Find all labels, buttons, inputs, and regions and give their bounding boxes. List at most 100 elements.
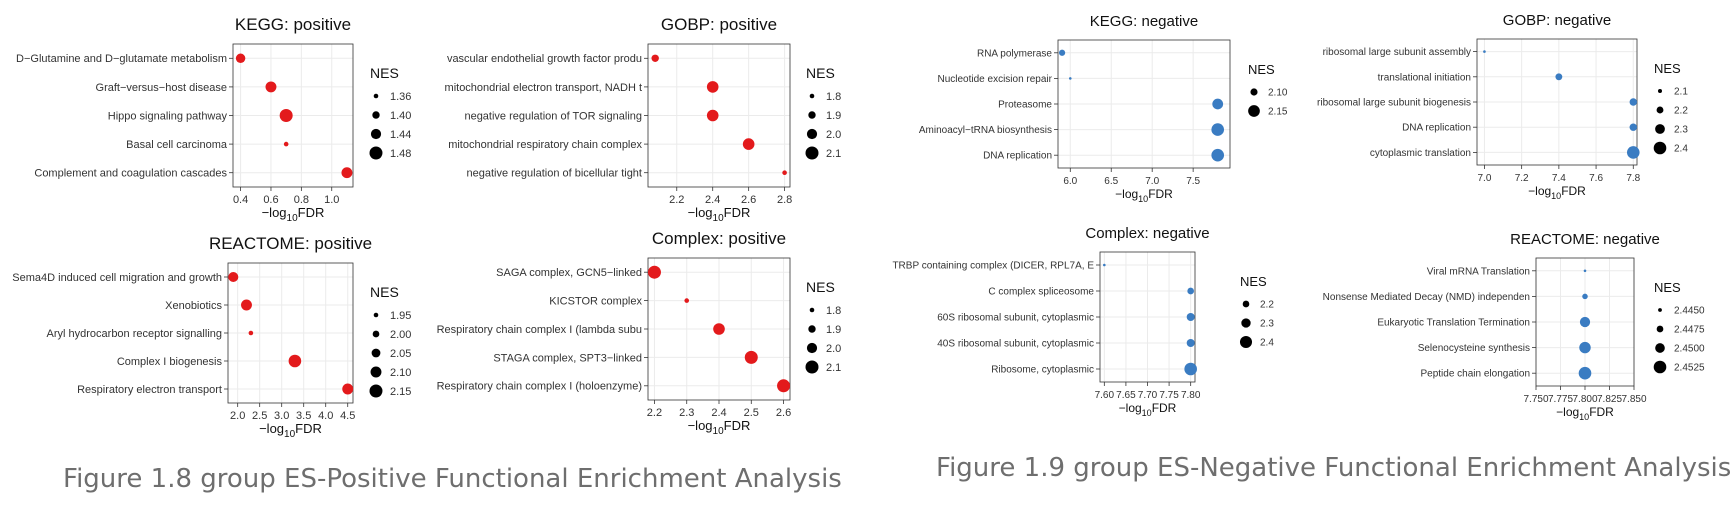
y-tick-label: TRBP containing complex (DICER, RPL7A, E — [892, 261, 1094, 272]
y-tick-label: mitochondrial respiratory chain complex — [448, 139, 642, 151]
x-tick-label: 7.0 — [1477, 173, 1491, 184]
x-axis-label-end: FDR — [1148, 187, 1173, 201]
x-axis-label-end: FDR — [1561, 184, 1586, 198]
panel-0: KEGG: positive D−Glutamine and D−glutamat… — [16, 15, 411, 224]
y-tick-label: Basal cell carcinoma — [126, 139, 228, 151]
x-axis-label-end: FDR — [724, 205, 751, 220]
y-tick-label: D−Glutamine and D−glutamate metabolism — [16, 53, 227, 65]
data-point — [1187, 287, 1195, 295]
x-axis-label-main: −log — [1528, 184, 1551, 198]
x-axis-label: −log10FDR — [688, 418, 751, 437]
x-axis-label-subscript: 10 — [1551, 191, 1561, 201]
y-tick-label: Nucleotide excision repair — [937, 74, 1052, 85]
data-point — [684, 298, 690, 303]
legend-label: 2.0 — [826, 129, 841, 141]
legend-label: 2.4500 — [1674, 344, 1705, 355]
data-point — [782, 170, 787, 175]
legend-title: NES — [1240, 274, 1267, 289]
y-tick-label: Peptide chain elongation — [1420, 369, 1530, 380]
chart-title: GOBP: positive — [661, 15, 777, 34]
x-tick-label: 2.2 — [669, 194, 684, 206]
x-axis-label-subscript: 10 — [287, 213, 299, 224]
legend-label: 2.4 — [1260, 338, 1274, 349]
data-point — [1058, 49, 1066, 56]
legend-title: NES — [1654, 280, 1681, 295]
y-tick-label: 40S ribosomal subunit, cytoplasmic — [937, 339, 1094, 350]
y-tick-label: Proteasome — [998, 100, 1052, 111]
legend-label: 1.40 — [390, 110, 411, 122]
y-tick-label: Ribosome, cytoplasmic — [991, 365, 1094, 376]
legend-symbol — [809, 93, 815, 99]
chart-title: REACTOME: negative — [1510, 231, 1660, 248]
y-tick-label: STAGA complex, SPT3−linked — [493, 352, 642, 364]
data-point — [1103, 263, 1106, 267]
y-tick-label: KICSTOR complex — [549, 295, 642, 307]
legend-symbol — [1239, 335, 1253, 349]
legend-symbol — [809, 307, 815, 313]
x-tick-label: 4.0 — [318, 410, 333, 422]
x-tick-label: 7.775 — [1548, 394, 1573, 405]
legend-label: 2.2 — [1260, 300, 1274, 311]
x-axis-label: −log10FDR — [1115, 187, 1173, 204]
x-tick-label: 7.750 — [1523, 394, 1548, 405]
y-tick-label: vascular endothelial growth factor produ — [447, 53, 642, 65]
y-tick-label: Aryl hydrocarbon receptor signalling — [47, 328, 222, 340]
legend-symbol — [369, 384, 383, 398]
y-tick-label: Complex I biogenesis — [117, 356, 223, 368]
x-axis-label-main: −log — [1119, 401, 1142, 415]
legend-label: 2.4 — [1674, 144, 1688, 155]
panel-3: Complex: positive SAGA complex, GCN5−link… — [437, 229, 842, 437]
x-axis-label-end: FDR — [1589, 405, 1614, 419]
legend-symbol — [372, 111, 380, 119]
legend-symbol — [805, 360, 819, 374]
x-tick-label: 7.4 — [1552, 173, 1566, 184]
legend-symbol — [372, 330, 380, 338]
x-axis-label-end: FDR — [1152, 401, 1177, 415]
x-tick-label: 0.6 — [263, 194, 278, 206]
x-axis-label: −log10FDR — [262, 205, 325, 224]
x-tick-label: 3.0 — [274, 410, 289, 422]
data-point — [341, 167, 353, 179]
y-tick-label: Respiratory chain complex I (lambda subu — [437, 324, 642, 336]
x-axis-label: −log10FDR — [1528, 184, 1586, 201]
x-axis-label-end: FDR — [295, 421, 322, 436]
x-axis-label-main: −log — [259, 421, 284, 436]
legend-symbol — [370, 366, 382, 378]
legend-symbol — [1653, 141, 1667, 155]
panel-5: GOBP: negative ribosomal large subunit as… — [1317, 12, 1688, 201]
legend-title: NES — [806, 279, 835, 295]
legend-symbol — [1653, 360, 1667, 374]
chart-title: GOBP: negative — [1503, 12, 1611, 29]
x-axis-label: −log10FDR — [688, 205, 751, 224]
legend-symbol — [369, 146, 383, 160]
data-point — [1211, 148, 1225, 162]
x-tick-label: 2.8 — [777, 194, 792, 206]
legend-symbol — [1655, 124, 1665, 134]
data-point — [1579, 341, 1591, 354]
caption-negative: Figure 1.9 group ES-Negative Functional … — [936, 453, 1732, 483]
legend-symbol — [806, 342, 818, 354]
x-axis-label-subscript: 10 — [713, 213, 725, 224]
x-axis-label: −log10FDR — [1119, 401, 1177, 418]
data-point — [1626, 146, 1640, 159]
chart-title: KEGG: negative — [1090, 13, 1198, 30]
x-tick-label: 2.4 — [705, 194, 720, 206]
legend-symbol — [373, 312, 379, 318]
data-point — [248, 330, 254, 336]
y-tick-label: Aminoacyl−tRNA biosynthesis — [919, 125, 1052, 136]
data-point — [1629, 98, 1638, 106]
x-tick-label: 7.6 — [1589, 173, 1603, 184]
data-point — [235, 53, 246, 64]
data-point — [1629, 123, 1638, 131]
x-axis-label-end: FDR — [724, 418, 751, 433]
y-tick-label: Graft−versus−host disease — [96, 82, 227, 94]
x-tick-label: 2.4 — [711, 407, 726, 419]
x-tick-label: 7.2 — [1515, 173, 1529, 184]
x-tick-label: 2.5 — [744, 407, 759, 419]
x-axis-label-main: −log — [1556, 405, 1579, 419]
y-tick-label: negative regulation of bicellular tight — [466, 168, 642, 180]
data-point — [279, 109, 293, 122]
chart-title: KEGG: positive — [235, 15, 351, 34]
legend-label: 2.3 — [1260, 319, 1274, 330]
data-point — [1186, 312, 1195, 322]
